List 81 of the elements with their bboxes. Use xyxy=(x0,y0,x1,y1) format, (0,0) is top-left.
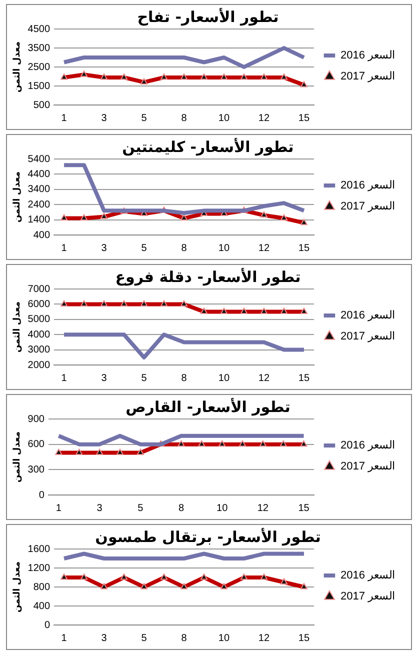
legend-label: السعر 2016 xyxy=(340,50,396,62)
x-tick-label: 8 xyxy=(181,372,188,384)
x-tick-label: 1 xyxy=(56,502,62,514)
x-tick-label: 12 xyxy=(258,112,270,124)
y-tick-label: 3000 xyxy=(28,344,50,356)
x-tick-label: 12 xyxy=(258,632,270,644)
x-tick-label: 5 xyxy=(141,242,148,254)
x-tick-label: 3 xyxy=(101,112,108,124)
x-tick-label: 15 xyxy=(298,372,310,384)
chart-title: تطور الأسعار- القارص xyxy=(126,396,290,416)
x-tick-label: 8 xyxy=(181,632,188,644)
x-tick-label: 5 xyxy=(141,112,148,124)
x-tick-label: 8 xyxy=(178,502,184,514)
y-tick-label: 0 xyxy=(44,620,50,631)
y-tick-label: 1600 xyxy=(28,544,50,555)
y-tick-label: 0 xyxy=(38,490,45,501)
y-tick-label: 300 xyxy=(28,464,45,476)
y-axis-title: معدل الثمن xyxy=(12,431,23,483)
legend-label: السعر 2016 xyxy=(340,440,396,452)
x-tick-label: 10 xyxy=(218,112,230,124)
chart-title: تطور الأسعار- تفاح xyxy=(137,6,279,26)
x-tick-label: 12 xyxy=(258,242,270,254)
x-tick-label: 5 xyxy=(141,372,148,384)
x-tick-label: 3 xyxy=(101,632,108,644)
y-tick-label: 4500 xyxy=(28,24,50,35)
y-tick-label: 5400 xyxy=(28,154,50,165)
y-tick-label: 7000 xyxy=(28,284,50,295)
x-tick-label: 12 xyxy=(258,372,270,384)
y-tick-label: 4000 xyxy=(28,329,50,340)
legend-label: السعر 2017 xyxy=(340,590,396,603)
legend-label: السعر 2016 xyxy=(340,180,396,192)
y-tick-label: 6000 xyxy=(28,298,50,310)
legend-label: السعر 2017 xyxy=(340,70,396,83)
x-tick-label: 15 xyxy=(298,242,310,254)
y-axis-title: معدل الثمن xyxy=(12,41,23,93)
y-tick-label: 4400 xyxy=(28,168,50,180)
x-tick-label: 3 xyxy=(101,372,108,384)
y-tick-label: 2500 xyxy=(28,62,50,73)
legend-label: السعر 2017 xyxy=(340,200,396,213)
x-tick-label: 8 xyxy=(181,242,188,254)
y-tick-label: 600 xyxy=(28,439,45,450)
y-tick-label: 1200 xyxy=(28,562,50,574)
legend-label: السعر 2017 xyxy=(340,330,396,343)
x-tick-label: 5 xyxy=(141,632,148,644)
x-tick-label: 1 xyxy=(61,632,68,644)
x-tick-label: 1 xyxy=(61,372,68,384)
chart-title: تطور الأسعار- برتقال طمسون xyxy=(95,526,321,546)
y-tick-label: 1500 xyxy=(28,80,50,92)
chart-title: تطور الأسعار- دقلة فروع xyxy=(115,266,301,286)
x-tick-label: 12 xyxy=(257,502,269,514)
x-tick-label: 10 xyxy=(218,372,230,384)
x-tick-label: 8 xyxy=(181,112,188,124)
y-tick-label: 400 xyxy=(33,230,50,241)
y-axis-title: معدل الثمن xyxy=(12,561,23,613)
y-tick-label: 800 xyxy=(33,582,50,593)
x-tick-label: 3 xyxy=(101,242,108,254)
legend-label: السعر 2017 xyxy=(340,460,396,473)
y-tick-label: 2400 xyxy=(28,199,50,210)
y-tick-label: 2000 xyxy=(28,360,50,371)
x-tick-label: 15 xyxy=(298,112,310,124)
legend-label: السعر 2016 xyxy=(340,570,396,582)
x-tick-label: 10 xyxy=(218,242,230,254)
x-tick-label: 3 xyxy=(96,502,103,514)
y-tick-label: 400 xyxy=(33,600,50,612)
x-tick-label: 10 xyxy=(218,632,230,644)
legend-label: السعر 2016 xyxy=(340,310,396,322)
y-tick-label: 1400 xyxy=(28,214,50,226)
y-axis-title: معدل الثمن xyxy=(12,301,23,353)
x-tick-label: 10 xyxy=(216,502,228,514)
y-tick-label: 500 xyxy=(33,100,50,111)
y-tick-label: 5000 xyxy=(28,314,50,326)
y-tick-label: 3500 xyxy=(28,42,50,54)
x-tick-label: 1 xyxy=(61,112,68,124)
y-tick-label: 900 xyxy=(28,414,45,425)
y-tick-label: 3400 xyxy=(28,184,50,196)
x-tick-label: 15 xyxy=(298,502,310,514)
chart-title: تطور الأسعار- كليمنتين xyxy=(122,136,294,156)
x-tick-label: 1 xyxy=(61,242,68,254)
x-tick-label: 5 xyxy=(138,502,144,514)
y-axis-title: معدل الثمن xyxy=(12,171,23,223)
x-tick-label: 15 xyxy=(298,632,310,644)
